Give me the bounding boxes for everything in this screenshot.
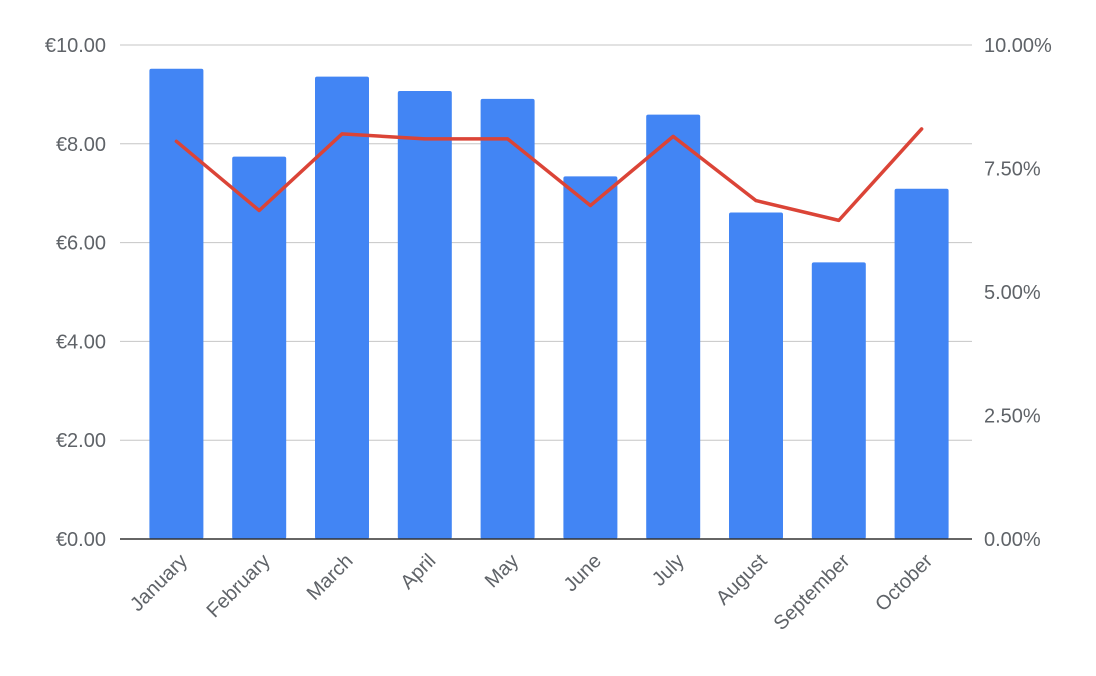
bar-june <box>563 176 618 540</box>
x-tick-label: September <box>770 550 855 635</box>
x-tick-label: May <box>481 550 523 592</box>
x-tick-label: June <box>560 550 606 596</box>
line-point-january <box>174 139 178 143</box>
x-tick-label: March <box>303 550 358 605</box>
bar-july <box>646 114 701 540</box>
line-point-august <box>754 199 758 203</box>
x-axis: January February March April May June July Augu… <box>126 550 937 635</box>
right-y-tick-label: 10.00% <box>984 35 1052 57</box>
line-point-may <box>506 137 510 141</box>
right-y-tick-label: 5.00% <box>984 282 1041 304</box>
left-y-tick-label: €2.00 <box>56 430 106 452</box>
bar-april <box>397 90 452 539</box>
line-point-april <box>423 137 427 141</box>
left-y-tick-label: €8.00 <box>56 134 106 156</box>
bar-series <box>149 68 949 540</box>
right-y-axis: 0.00% 2.50% 5.00% 7.50% 10.00% <box>984 35 1052 551</box>
bar-january <box>149 68 204 539</box>
left-y-axis: €0.00 €2.00 €4.00 €6.00 €8.00 €10.00 <box>45 35 106 551</box>
line-point-february <box>257 208 261 212</box>
left-y-tick-label: €10.00 <box>45 35 106 57</box>
line-point-july <box>671 134 675 138</box>
x-tick-label: April <box>396 550 440 594</box>
x-tick-label: August <box>712 550 772 610</box>
x-tick-label: October <box>871 550 937 616</box>
bar-may <box>480 98 535 539</box>
bar-march <box>315 76 369 539</box>
right-y-tick-label: 2.50% <box>984 406 1041 428</box>
left-y-tick-label: €4.00 <box>56 331 106 353</box>
bar-october <box>894 188 949 539</box>
line-point-march <box>340 132 344 136</box>
left-y-tick-label: €0.00 <box>56 529 106 551</box>
right-y-tick-label: 0.00% <box>984 529 1041 551</box>
left-y-tick-label: €6.00 <box>56 233 106 255</box>
x-tick-label: July <box>648 550 689 591</box>
bar-september <box>811 262 866 539</box>
line-point-september <box>837 218 841 222</box>
line-point-june <box>588 204 592 208</box>
line-point-october <box>920 127 924 131</box>
line-series <box>174 127 924 223</box>
bar-august <box>729 212 783 539</box>
line-series-path <box>174 127 924 223</box>
bar-february <box>232 156 287 540</box>
right-y-tick-label: 7.50% <box>984 159 1041 181</box>
x-tick-label: February <box>203 550 275 622</box>
x-tick-label: January <box>126 550 192 616</box>
